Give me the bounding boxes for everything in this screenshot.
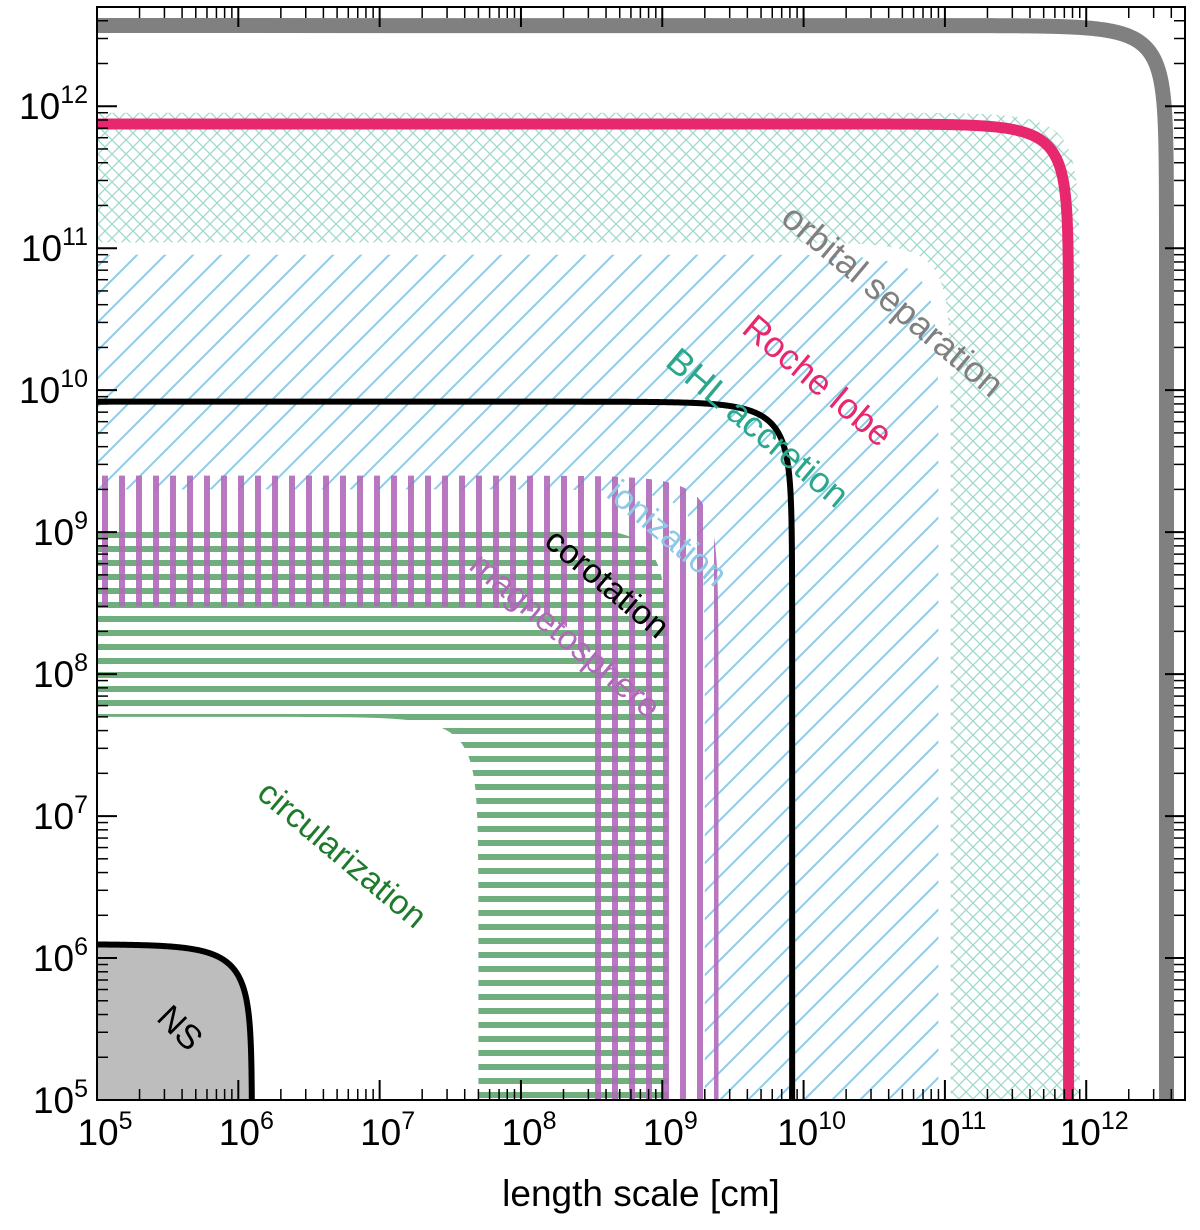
x-tick-label-10: 1010 (777, 1107, 846, 1153)
y-tick-label-12: 1012 (19, 81, 88, 127)
bands-layer (97, 112, 1080, 1100)
x-tick-label-7: 107 (360, 1107, 415, 1153)
ns-fill (97, 944, 253, 1100)
x-tick-label-8: 108 (501, 1107, 556, 1153)
radii-layer (97, 18, 1175, 1100)
x-tick-label-5: 105 (77, 1107, 132, 1153)
y-tick-label-6: 106 (33, 933, 88, 979)
x-tick-label-9: 109 (643, 1107, 698, 1153)
y-tick-label-5: 105 (33, 1075, 88, 1121)
y-tick-label-11: 1011 (21, 223, 88, 269)
band-ionization (97, 254, 939, 1100)
y-tick-label-8: 108 (33, 649, 88, 695)
band-circularization (97, 526, 669, 1100)
x-axis-title: length scale [cm] (502, 1173, 780, 1214)
x-tick-labels: 105 106 107 108 109 1010 1011 1012 (77, 1107, 1128, 1153)
x-tick-label-11: 1011 (919, 1107, 986, 1153)
y-tick-labels: 105 106 107 108 109 1010 1011 1012 (19, 81, 88, 1121)
arc-ns (97, 941, 255, 1100)
ticks-layer (96, 6, 1186, 1101)
x-tick-label-12: 1012 (1060, 1107, 1129, 1153)
x-tick-label-6: 106 (219, 1107, 274, 1153)
arc-corotation (97, 398, 796, 1100)
arc-roche-lobe (97, 118, 1075, 1100)
y-tick-label-7: 107 (33, 791, 88, 837)
band-magnetosphere (97, 475, 719, 1100)
label-circularization: circularization (250, 773, 434, 936)
band-bhl-accretion (97, 112, 1080, 1100)
arc-orbital-separation (97, 18, 1175, 1100)
y-tick-label-9: 109 (33, 507, 88, 553)
y-tick-label-10: 1010 (19, 365, 88, 411)
plot-frame (96, 6, 1186, 1101)
